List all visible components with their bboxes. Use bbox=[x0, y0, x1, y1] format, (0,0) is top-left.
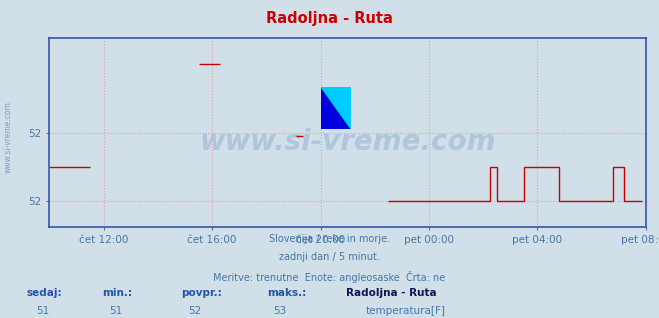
Text: www.si-vreme.com: www.si-vreme.com bbox=[3, 101, 13, 173]
Polygon shape bbox=[321, 87, 351, 129]
Text: 52: 52 bbox=[188, 306, 201, 316]
Text: 51: 51 bbox=[109, 306, 122, 316]
Polygon shape bbox=[321, 87, 351, 129]
Text: temperatura[F]: temperatura[F] bbox=[366, 306, 445, 316]
Text: min.:: min.: bbox=[102, 288, 132, 298]
Text: maks.:: maks.: bbox=[267, 288, 306, 298]
Text: Radoljna - Ruta: Radoljna - Ruta bbox=[346, 288, 437, 298]
Text: Radoljna - Ruta: Radoljna - Ruta bbox=[266, 11, 393, 26]
Text: 51: 51 bbox=[36, 306, 49, 316]
Text: povpr.:: povpr.: bbox=[181, 288, 222, 298]
Text: www.si-vreme.com: www.si-vreme.com bbox=[200, 128, 496, 156]
Text: Slovenija / reke in morje.: Slovenija / reke in morje. bbox=[269, 234, 390, 244]
Text: sedaj:: sedaj: bbox=[26, 288, 62, 298]
Text: zadnji dan / 5 minut.: zadnji dan / 5 minut. bbox=[279, 252, 380, 262]
Text: Meritve: trenutne  Enote: angleosaske  Črta: ne: Meritve: trenutne Enote: angleosaske Črt… bbox=[214, 271, 445, 283]
Text: 53: 53 bbox=[273, 306, 287, 316]
